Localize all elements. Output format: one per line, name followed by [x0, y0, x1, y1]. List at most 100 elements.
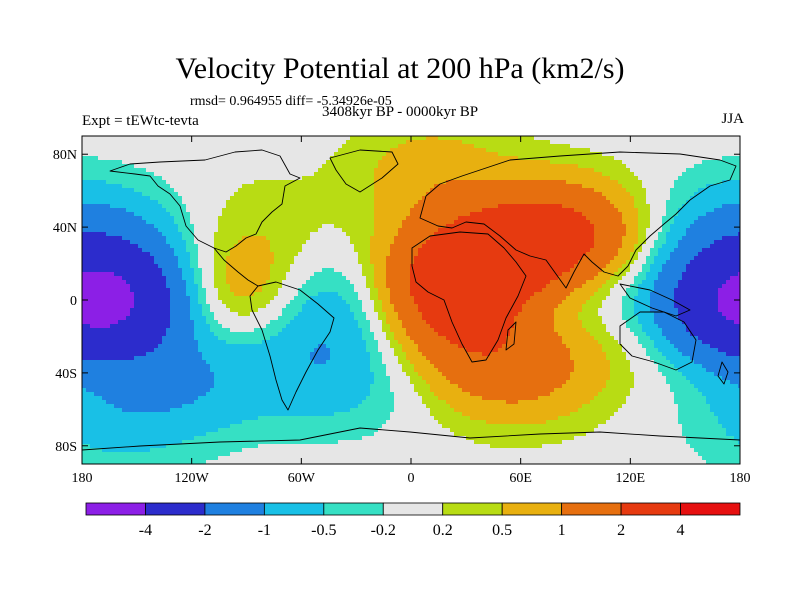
field-cell — [606, 204, 611, 209]
field-cell — [122, 228, 127, 233]
field-cell — [490, 180, 495, 185]
field-cell — [502, 172, 507, 177]
field-cell — [646, 148, 651, 153]
field-cell — [530, 196, 535, 201]
field-cell — [678, 180, 683, 185]
field-cell — [654, 252, 659, 257]
field-cell — [414, 140, 419, 145]
field-cell — [138, 180, 143, 185]
field-cell — [394, 248, 399, 253]
field-cell — [562, 168, 567, 173]
field-cell — [146, 164, 151, 169]
field-cell — [686, 236, 691, 241]
field-cell — [462, 192, 467, 197]
field-cell — [474, 188, 479, 193]
field-cell — [738, 216, 740, 221]
field-cell — [226, 236, 231, 241]
field-cell — [302, 200, 307, 205]
field-cell — [170, 200, 175, 205]
field-cell — [294, 164, 299, 169]
field-cell — [310, 224, 315, 229]
field-cell — [362, 252, 367, 257]
field-cell — [218, 244, 223, 249]
field-cell — [598, 176, 603, 181]
field-cell — [430, 192, 435, 197]
field-cell — [278, 200, 283, 205]
field-cell — [298, 236, 303, 241]
field-cell — [310, 248, 315, 253]
field-cell — [310, 136, 315, 141]
field-cell — [494, 196, 499, 201]
field-cell — [602, 168, 607, 173]
field-cell — [622, 172, 627, 177]
field-cell — [702, 144, 707, 149]
field-cell — [442, 192, 447, 197]
field-cell — [202, 232, 207, 237]
field-cell — [206, 248, 211, 253]
field-cell — [406, 156, 411, 161]
field-cell — [226, 204, 231, 209]
field-cell — [614, 248, 619, 253]
field-cell — [590, 172, 595, 177]
field-cell — [382, 184, 387, 189]
field-cell — [474, 172, 479, 177]
field-cell — [582, 136, 587, 141]
field-cell — [342, 144, 347, 149]
field-cell — [654, 180, 659, 185]
field-cell — [314, 232, 319, 237]
field-cell — [634, 168, 639, 173]
field-cell — [558, 220, 563, 225]
field-cell — [486, 176, 491, 181]
field-cell — [690, 184, 695, 189]
field-cell — [734, 196, 739, 201]
field-cell — [574, 168, 579, 173]
field-cell — [134, 212, 139, 217]
field-cell — [734, 200, 739, 205]
field-cell — [294, 176, 299, 181]
field-cell — [538, 184, 543, 189]
field-cell — [486, 204, 491, 209]
field-cell — [518, 228, 523, 233]
field-cell — [534, 248, 539, 253]
field-cell — [574, 200, 579, 205]
field-cell — [566, 152, 571, 157]
field-cell — [82, 192, 87, 197]
field-cell — [410, 236, 415, 241]
field-cell — [602, 224, 607, 229]
field-cell — [462, 244, 467, 249]
field-cell — [382, 144, 387, 149]
field-cell — [438, 208, 443, 213]
field-cell — [606, 148, 611, 153]
field-cell — [250, 148, 255, 153]
field-cell — [734, 216, 739, 221]
field-cell — [694, 244, 699, 249]
field-cell — [110, 220, 115, 225]
field-cell — [714, 188, 719, 193]
field-cell — [338, 208, 343, 213]
field-cell — [178, 236, 183, 241]
field-cell — [494, 248, 499, 253]
field-cell — [710, 204, 715, 209]
field-cell — [514, 136, 519, 141]
field-cell — [622, 156, 627, 161]
field-cell — [174, 160, 179, 165]
field-cell — [282, 152, 287, 157]
field-cell — [510, 172, 515, 177]
field-cell — [486, 136, 491, 141]
field-cell — [266, 188, 271, 193]
field-cell — [86, 224, 91, 229]
field-cell — [506, 236, 511, 241]
field-cell — [86, 176, 91, 181]
field-cell — [186, 188, 191, 193]
field-cell — [522, 228, 527, 233]
field-cell — [178, 252, 183, 257]
field-cell — [318, 200, 323, 205]
field-cell — [302, 172, 307, 177]
field-cell — [170, 136, 175, 141]
field-cell — [422, 228, 427, 233]
field-cell — [406, 168, 411, 173]
field-cell — [310, 228, 315, 233]
field-cell — [406, 244, 411, 249]
field-cell — [262, 200, 267, 205]
field-cell — [542, 168, 547, 173]
